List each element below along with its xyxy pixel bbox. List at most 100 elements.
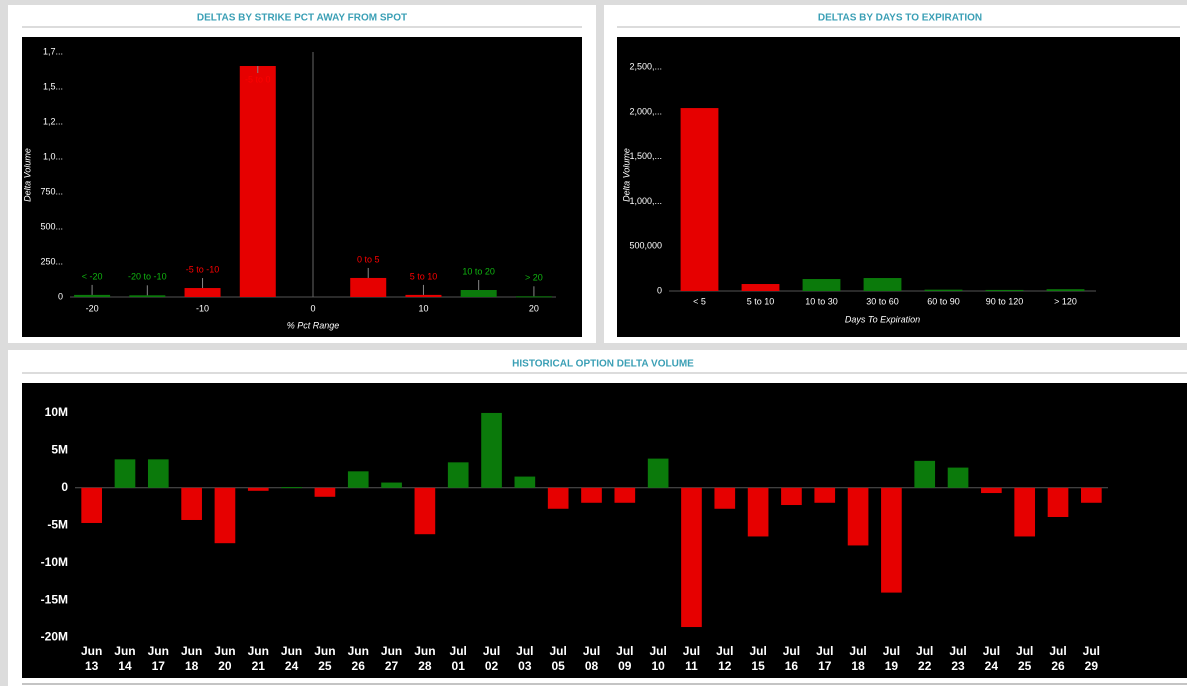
bar — [515, 296, 552, 298]
x-tick-label: -10 — [196, 303, 209, 313]
x-tick-label: Jul 12 — [716, 644, 734, 673]
y-tick-label: 0 — [61, 480, 68, 494]
bar — [581, 487, 602, 503]
y-tick-label: 1,000,... — [629, 196, 662, 206]
x-tick-label: Jun 26 — [347, 644, 369, 673]
bar — [680, 108, 719, 291]
bar — [129, 295, 166, 297]
bar — [347, 471, 369, 488]
y-tick-label: -5M — [47, 517, 68, 531]
bar-label: -20 to -10 — [128, 272, 167, 282]
bar — [647, 458, 669, 488]
y-tick-label: 5M — [51, 443, 68, 457]
bar — [181, 487, 202, 520]
bar — [1014, 487, 1036, 537]
y-axis-title: Delta Volume — [621, 148, 631, 202]
y-tick-label: 750... — [40, 186, 63, 196]
y-tick-label: 0 — [58, 291, 63, 301]
bar — [460, 290, 497, 297]
x-tick-label: Jul 03 — [516, 644, 534, 673]
x-tick-label: Jul 09 — [616, 644, 634, 673]
bar — [214, 487, 236, 544]
x-tick-label: Jul 10 — [649, 644, 667, 673]
x-tick-label: Jun 25 — [314, 644, 336, 673]
x-axis-title: % Pct Range — [287, 320, 340, 330]
panel-title: DELTAS BY DAYS TO EXPIRATION — [818, 13, 982, 24]
y-tick-label: 500... — [40, 221, 63, 231]
bar — [847, 487, 869, 546]
bar — [814, 487, 836, 503]
x-tick-label: 20 — [529, 303, 539, 313]
bar — [414, 487, 436, 535]
x-tick-label: Jul 17 — [816, 644, 834, 673]
x-tick-label: Jul 15 — [749, 644, 767, 673]
y-tick-label: 1,2... — [43, 116, 63, 126]
x-tick-label: Jun 24 — [280, 644, 303, 673]
x-tick-label: Jul 18 — [849, 644, 867, 673]
y-tick-label: 0 — [657, 285, 662, 295]
x-tick-label: > 120 — [1054, 296, 1077, 306]
bar — [281, 487, 302, 489]
x-tick-label: 10 — [418, 303, 428, 313]
x-axis-title: Days To Expiration — [845, 314, 920, 324]
x-tick-label: 30 to 60 — [866, 296, 899, 306]
y-tick-label: 500,000 — [629, 241, 662, 251]
bar-label: 0 to 5 — [357, 254, 380, 264]
y-tick-label: 1,7... — [43, 46, 63, 56]
y-tick-label: 250... — [40, 256, 63, 266]
bar — [547, 487, 569, 509]
y-tick-label: -15M — [41, 592, 68, 606]
bar — [947, 467, 969, 488]
y-tick-label: 1,0... — [43, 151, 63, 161]
x-tick-label: Jul 01 — [449, 644, 467, 673]
bar — [985, 289, 1024, 291]
x-tick-label: Jul 29 — [1082, 644, 1100, 673]
bar — [314, 487, 336, 497]
bar — [747, 487, 769, 537]
bar — [239, 66, 276, 297]
bar — [1081, 487, 1102, 503]
bar — [247, 487, 269, 491]
bar — [924, 289, 963, 291]
x-tick-label: -20 — [86, 303, 99, 313]
bar — [781, 487, 802, 506]
bar — [1047, 487, 1069, 517]
x-tick-label: Jul 19 — [882, 644, 901, 673]
bar — [350, 277, 387, 297]
bar — [447, 462, 469, 488]
x-tick-label: Jul 22 — [916, 644, 934, 673]
x-tick-label: Jul 11 — [682, 644, 701, 673]
y-tick-label: 10M — [45, 405, 68, 419]
bar — [1046, 289, 1085, 291]
x-tick-label: Jun 20 — [214, 644, 236, 673]
bar — [681, 487, 702, 628]
x-tick-label: Jul 24 — [982, 644, 1001, 673]
bar — [741, 284, 780, 291]
x-tick-label: Jul 05 — [549, 644, 567, 673]
y-tick-label: 1,5... — [43, 81, 63, 91]
x-tick-label: 0 — [310, 303, 315, 313]
bar — [147, 459, 169, 488]
x-tick-label: Jul 08 — [582, 644, 601, 673]
x-tick-label: Jun 17 — [147, 644, 169, 673]
x-tick-label: Jun 14 — [114, 644, 136, 673]
x-tick-label: 10 to 30 — [805, 296, 838, 306]
x-tick-label: Jun 28 — [414, 644, 436, 673]
y-tick-label: -20M — [41, 630, 68, 644]
bar — [981, 487, 1002, 494]
bar — [914, 460, 936, 488]
bar — [481, 412, 502, 488]
bar-label: 10 to 20 — [462, 266, 495, 276]
plot-area — [22, 383, 1187, 678]
x-tick-label: Jul 02 — [482, 644, 501, 673]
x-tick-label: 90 to 120 — [986, 296, 1024, 306]
y-tick-label: 2,000,... — [629, 106, 662, 116]
bar-label: > 20 — [525, 273, 543, 283]
bar-label: -5 to -10 — [186, 264, 220, 274]
bar — [881, 487, 902, 593]
x-tick-label: Jul 16 — [782, 644, 801, 673]
panel-title: DELTAS BY STRIKE PCT AWAY FROM SPOT — [197, 13, 407, 24]
x-tick-label: Jun 13 — [80, 644, 103, 673]
bar — [863, 278, 902, 291]
